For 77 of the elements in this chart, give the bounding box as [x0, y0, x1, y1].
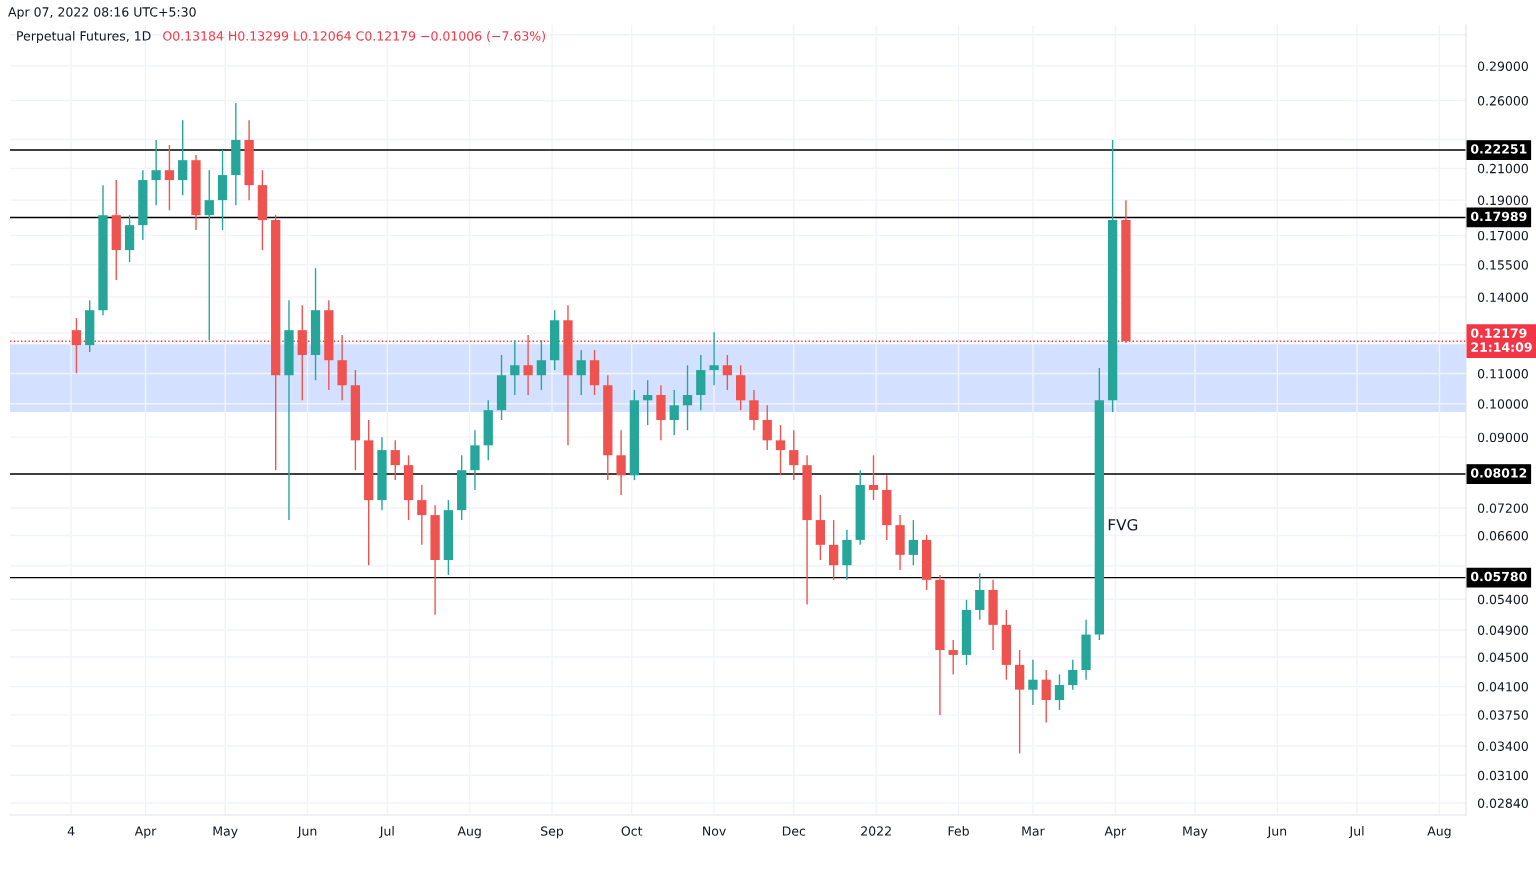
- candlestick: [789, 429, 799, 481]
- x-tick-label: May: [213, 826, 238, 839]
- candlestick: [151, 139, 161, 206]
- candlestick: [536, 339, 547, 391]
- y-tick-label: 0.15500: [1477, 260, 1528, 270]
- x-tick-label: Oct: [621, 826, 643, 836]
- chart-title: Perpetual Futures, 1D: [17, 30, 151, 44]
- y-tick-label: 0.26000: [1477, 96, 1528, 106]
- candlestick: [1028, 659, 1038, 706]
- candlestick: [390, 439, 400, 481]
- y-tick-label: 0.04900: [1477, 625, 1528, 635]
- ref-line-label: 0.05780: [1470, 571, 1527, 582]
- y-tick-label: 0.09000: [1477, 432, 1528, 443]
- ref-line-label: 0.17989: [1470, 211, 1527, 222]
- annotation: FVG: [1108, 518, 1138, 531]
- x-tick-label: Mar: [1022, 826, 1045, 836]
- ref-line-label: 0.08012: [1470, 468, 1527, 478]
- y-tick-label: 0.17000: [1477, 230, 1528, 241]
- candlestick: [1041, 669, 1051, 724]
- candlestick: [868, 454, 879, 501]
- x-tick-label: 4: [67, 826, 75, 836]
- y-tick-label: 0.04500: [1477, 652, 1528, 662]
- candlestick: [616, 429, 626, 496]
- x-tick-label: Apr: [134, 826, 157, 839]
- candlestick: [204, 169, 214, 341]
- y-tick-label: 0.21000: [1477, 163, 1528, 174]
- text: Apr 07, 2022 08:16 UTC+5:30: [8, 7, 196, 20]
- y-tick-label: 0.10000: [1477, 399, 1528, 409]
- y-tick-label: 0.11000: [1477, 368, 1528, 379]
- ref-line-label: 0.22251: [1470, 144, 1527, 154]
- x-tick-label: Nov: [703, 826, 726, 836]
- y-tick-label: 0.05400: [1477, 594, 1528, 605]
- y-tick-label: 0.03100: [1477, 770, 1528, 781]
- y-tick-label: 0.02840: [1477, 798, 1528, 808]
- x-tick-label: Aug: [1427, 826, 1451, 839]
- chart-subtitle: O0.13184 H0.13299 L0.12064 C0.12179 −0.01006 (−7.63%): [163, 30, 545, 43]
- x-tick-label: Feb: [948, 826, 969, 836]
- candlestick: [749, 389, 759, 431]
- y-tick-label: 0.04100: [1477, 682, 1528, 692]
- candlestick: [178, 119, 188, 197]
- y-tick-label: 0.19000: [1477, 195, 1528, 206]
- candlestick: [1054, 673, 1065, 711]
- candlestick: [643, 379, 653, 426]
- x-tick-label: Jul: [1348, 826, 1364, 839]
- x-tick-label: Apr: [1104, 826, 1127, 839]
- candlestick: [709, 331, 719, 386]
- y-tick-label: 0.14000: [1477, 292, 1528, 302]
- x-tick-label: May: [1183, 826, 1208, 839]
- y-tick-label: 0.06600: [1477, 531, 1528, 541]
- candlestick: [523, 334, 533, 396]
- candlestick: [775, 424, 786, 477]
- candlestick: [71, 317, 82, 374]
- y-tick-label: 0.03750: [1477, 710, 1528, 720]
- candlestick: [682, 364, 693, 431]
- x-tick-label: Dec: [782, 826, 806, 836]
- candlestick: [762, 404, 772, 451]
- candlestick: [164, 144, 175, 212]
- y-tick-label: 0.07200: [1477, 503, 1528, 513]
- ref-line-label: 0.12179 21:14:09: [1470, 328, 1532, 352]
- y-tick-label: 0.03400: [1477, 741, 1528, 751]
- candlestick: [829, 519, 839, 581]
- x-tick-label: Jun: [297, 826, 317, 839]
- candlestick: [722, 354, 733, 391]
- candlestick: [510, 339, 520, 396]
- candlestick: [948, 639, 958, 676]
- candlestick: [417, 484, 427, 546]
- x-tick-label: Sep: [541, 826, 564, 839]
- x-tick-label: Jun: [1266, 826, 1287, 839]
- candlestick: [975, 572, 985, 621]
- candlestick: [669, 389, 679, 436]
- candlestick: [576, 349, 586, 396]
- y-tick-label: 0.29000: [1477, 61, 1528, 71]
- x-tick-label: 2022: [861, 826, 891, 836]
- candlestick: [1068, 659, 1078, 691]
- candlestick: [908, 519, 919, 566]
- x-tick-label: Aug: [457, 826, 481, 839]
- x-tick-label: Jul: [379, 826, 394, 839]
